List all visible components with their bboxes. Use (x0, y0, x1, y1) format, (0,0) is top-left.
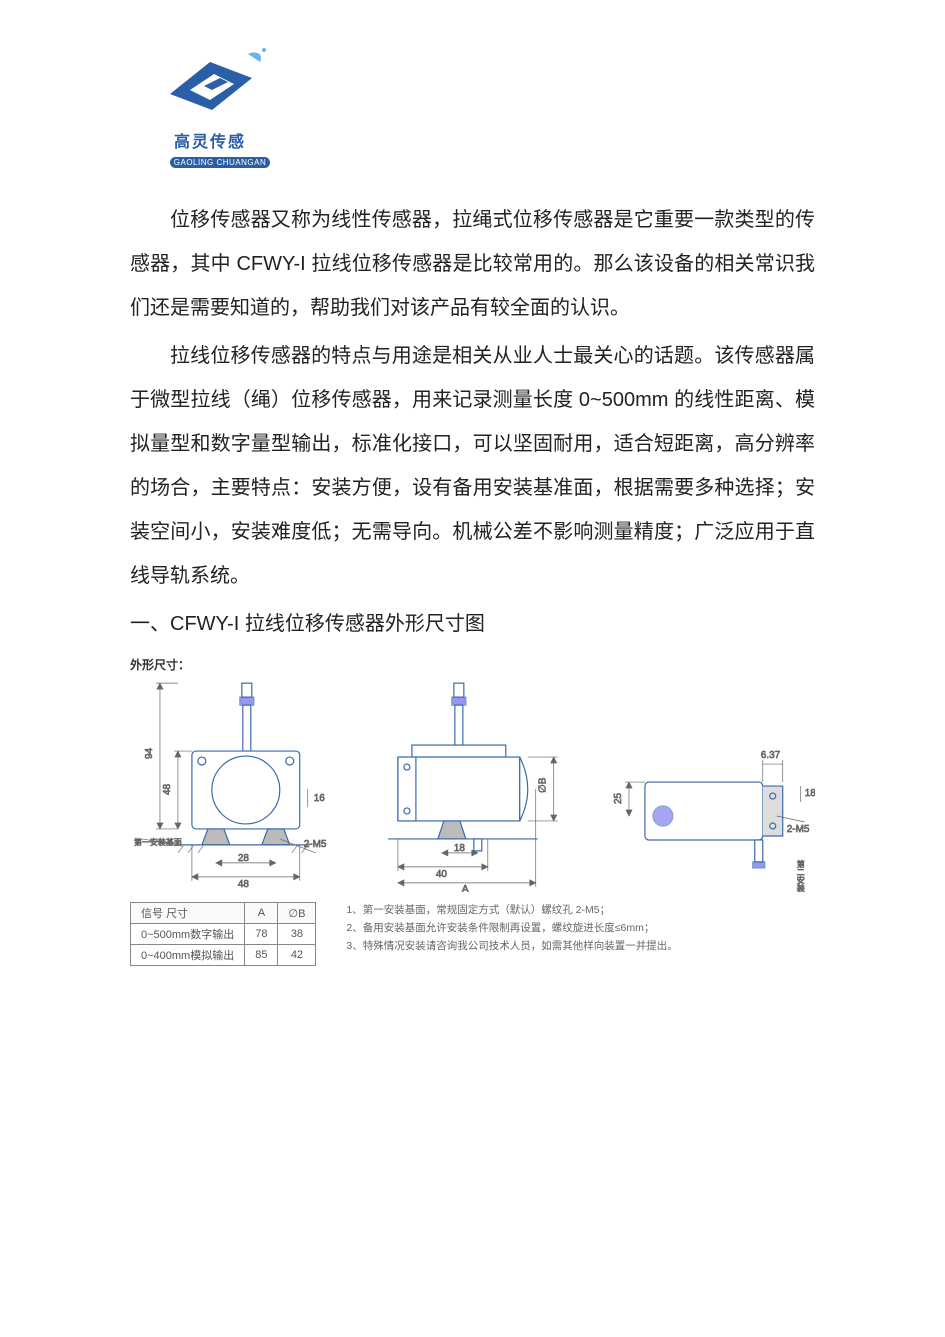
dim-2m5-1: 2-M5 (304, 839, 327, 850)
paragraph-1: 位移传感器又称为线性传感器，拉绳式位移传感器是它重要一款类型的传感器，其中 CF… (130, 198, 815, 330)
logo-brand-en: GAOLING CHUANGAN (170, 157, 270, 168)
dim-637: 6.37 (761, 750, 781, 761)
cell: 85 (245, 945, 278, 966)
cell: 0~400mm模拟输出 (131, 945, 245, 966)
logo-icon (130, 40, 290, 126)
dimension-table: 信号 尺寸 A ∅B 0~500mm数字输出 78 38 0~400mm模拟输出… (130, 902, 316, 966)
diagram-area: 外形尺寸： (130, 656, 815, 966)
cell: 38 (278, 924, 316, 945)
document-page: 高灵传感 GAOLING CHUANGAN 位移传感器又称为线性传感器，拉绳式位… (0, 0, 945, 1026)
dim-phiB: ∅B (537, 777, 548, 793)
dim-25: 25 (613, 792, 624, 804)
table-row: 0~400mm模拟输出 85 42 (131, 945, 316, 966)
diagram-notes: 1、第一安装基面，常规固定方式（默认）螺纹孔 2-M5； 2、备用安装基面允许安… (346, 902, 815, 956)
dim-18r: 18 (805, 788, 815, 799)
dim-18: 18 (454, 843, 466, 854)
cell: 0~500mm数字输出 (131, 924, 245, 945)
body-text: 位移传感器又称为线性传感器，拉绳式位移传感器是它重要一款类型的传感器，其中 CF… (130, 198, 815, 598)
dim-48v: 48 (162, 783, 173, 795)
diagrams-row: 94 48 16 28 (130, 677, 815, 892)
paragraph-2: 拉线位移传感器的特点与用途是相关从业人士最关心的话题。该传感器属于微型拉线（绳）… (130, 334, 815, 598)
dim-40: 40 (436, 869, 448, 880)
diagram-front-view: 94 48 16 28 (130, 677, 340, 892)
table-header-a: A (245, 903, 278, 924)
note-base-2: 第二安装基面 (796, 859, 805, 892)
company-logo: 高灵传感 GAOLING CHUANGAN (130, 40, 290, 170)
dim-2m5-3: 2-M5 (787, 824, 810, 835)
diagram-top-view: 6.37 18 25 2-M5 第二安装基面 (605, 742, 815, 892)
note-1: 1、第一安装基面，常规固定方式（默认）螺纹孔 2-M5； (346, 902, 815, 920)
cell: 78 (245, 924, 278, 945)
diagram-side-view: ∅B 18 40 (358, 677, 588, 892)
dim-A: A (462, 884, 469, 892)
table-row: 0~500mm数字输出 78 38 (131, 924, 316, 945)
diagram-label: 外形尺寸： (130, 656, 815, 673)
table-header-b: ∅B (278, 903, 316, 924)
diagram-notes-row: 信号 尺寸 A ∅B 0~500mm数字输出 78 38 0~400mm模拟输出… (130, 902, 815, 966)
dim-16: 16 (314, 793, 326, 804)
table-header-signal: 信号 尺寸 (131, 903, 245, 924)
note-3: 3、特殊情况安装请咨询我公司技术人员，如需其他样向装置一并提出。 (346, 938, 815, 956)
logo-brand-cn: 高灵传感 (130, 128, 290, 152)
dim-28: 28 (238, 853, 250, 864)
section-heading: 一、CFWY-I 拉线位移传感器外形尺寸图 (130, 602, 815, 646)
dim-48h: 48 (238, 879, 250, 890)
note-2: 2、备用安装基面允许安装条件限制再设置，螺纹旋进长度≤6mm； (346, 920, 815, 938)
cell: 42 (278, 945, 316, 966)
dim-94: 94 (144, 747, 155, 759)
